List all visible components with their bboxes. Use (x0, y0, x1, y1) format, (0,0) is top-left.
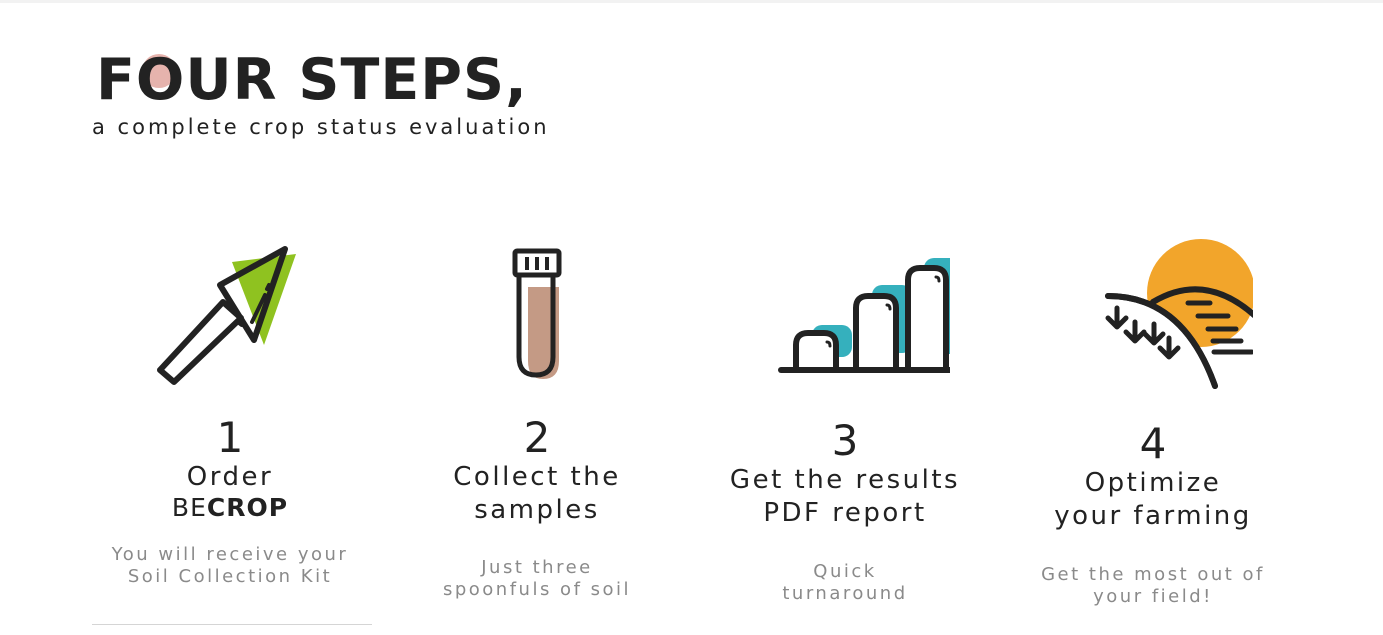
step-4-optimize: 4 Optimize your farming Get the most out… (1013, 236, 1293, 608)
step-number: 1 (216, 413, 244, 462)
step-title-line-2: your farming (1054, 501, 1252, 531)
step-2-collect: 2 Collect the samples Just three spoonfu… (397, 245, 677, 601)
brand-logo: BECROP (171, 493, 289, 522)
title-accent-dot (142, 54, 176, 88)
step-number: 4 (1139, 419, 1167, 468)
step-title-line-1: Collect the (453, 462, 621, 492)
step-desc-line-1: Just three (481, 557, 593, 578)
step-title-line-2: samples (474, 495, 600, 525)
field-sun-icon (1105, 239, 1253, 389)
page-title: FOUR STEPS, (96, 47, 528, 113)
step-1-order: 1 Order BECROP You will receive your Soi… (90, 240, 370, 588)
step-number: 2 (523, 413, 551, 462)
top-divider (0, 0, 1383, 3)
page-subtitle: a complete crop status evaluation (92, 115, 550, 139)
step-title-line-2: PDF report (763, 498, 927, 528)
step-title-line-1: Optimize (1084, 468, 1222, 498)
step-desc-line-2: your field! (1093, 586, 1213, 607)
step-title: Order (186, 462, 274, 492)
step-desc-line-1: You will receive your (111, 544, 349, 565)
page-header: FOUR STEPS, (96, 46, 528, 114)
bar-chart-icon (778, 258, 950, 373)
step-desc-line-2: turnaround (782, 583, 908, 604)
step-desc-line-1: Get the most out of (1041, 564, 1265, 585)
step-3-results: 3 Get the results PDF report Quick turna… (705, 250, 985, 605)
step-desc-line-2: spoonfuls of soil (442, 579, 632, 600)
step-desc-line-1: Quick (813, 561, 877, 582)
step-title-line-1: Get the results (729, 465, 961, 495)
trowel-icon (157, 246, 296, 385)
step-desc-line-2: Soil Collection Kit (127, 566, 333, 587)
test-tube-icon (512, 248, 562, 379)
step-number: 3 (831, 416, 859, 465)
step-1-underline (92, 624, 372, 625)
